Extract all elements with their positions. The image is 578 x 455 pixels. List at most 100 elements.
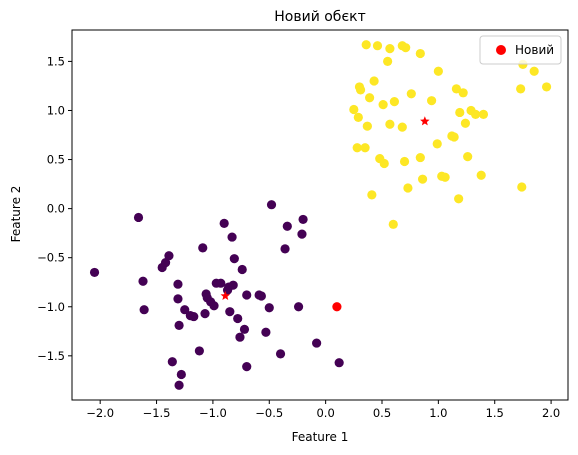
data-point-cluster-1 [415,152,425,163]
centroids-layer [220,116,430,301]
data-point-cluster-0 [194,346,204,356]
data-point-cluster-1 [403,183,413,193]
data-point-cluster-1 [401,43,411,53]
data-point-cluster-0 [209,301,219,311]
chart-title: Новий обєкт [274,9,366,25]
data-point-cluster-0 [198,243,208,253]
data-point-cluster-1 [372,41,383,51]
data-point-cluster-1 [476,170,486,180]
data-point-cluster-0 [164,251,174,261]
data-point-cluster-0 [160,257,171,268]
x-tick-label: 0.0 [316,406,334,420]
data-point-cluster-0 [180,305,190,315]
data-point-cluster-0 [275,349,286,359]
data-point-cluster-0 [225,307,235,317]
data-point-cluster-1 [463,152,473,162]
data-point-cluster-1 [383,56,393,67]
data-point-cluster-1 [460,118,471,128]
data-point-cluster-1 [365,93,375,103]
data-point-cluster-0 [264,303,274,313]
data-point-cluster-0 [219,218,229,228]
data-point-cluster-1 [385,44,395,54]
data-point-cluster-0 [173,279,183,289]
data-point-cluster-1 [451,84,461,94]
legend-box [479,35,562,65]
data-point-cluster-0 [189,311,199,322]
centroid-star [220,290,231,301]
plot-area [89,40,552,390]
data-point-cluster-1 [397,122,407,132]
y-tick-label: 1.0 [47,103,65,117]
x-tick-label: −2.0 [86,406,114,420]
data-point-cluster-0 [298,214,308,225]
data-point-cluster-1 [361,40,371,50]
x-tick-label: −0.5 [255,406,283,420]
y-tick-label: 1.5 [47,54,65,68]
y-axis-label: Feature 2 [9,186,23,243]
y-tick-label: −1.5 [37,349,65,363]
data-point-cluster-1 [427,96,437,106]
data-point-cluster-0 [139,305,149,315]
data-point-cluster-0 [229,254,239,264]
y-tick-label: −0.5 [37,251,65,265]
data-point-cluster-1 [362,121,372,131]
data-point-cluster-1 [454,194,464,204]
data-point-cluster-1 [355,85,366,95]
data-point-cluster-0 [282,221,292,231]
data-point-cluster-0 [256,291,266,301]
data-point-cluster-1 [455,107,465,118]
data-point-cluster-0 [242,362,252,372]
data-point-cluster-0 [237,264,247,275]
data-point-cluster-0 [227,232,237,242]
data-point-cluster-1 [406,89,416,99]
data-point-cluster-1 [399,156,410,167]
data-point-cluster-0 [174,380,184,390]
legend-label-new: Новий [515,43,554,57]
data-point-cluster-1 [478,109,489,120]
data-point-cluster-0 [334,358,344,368]
data-point-cluster-0 [235,332,245,342]
data-point-cluster-0 [312,338,322,348]
data-point-cluster-0 [133,212,144,223]
data-point-cluster-0 [138,276,148,286]
legend: Новий [479,35,562,65]
data-point-cluster-1 [433,66,443,76]
y-tick-label: 0.0 [47,202,65,216]
data-point-cluster-0 [239,324,250,334]
data-point-cluster-1 [388,219,398,229]
data-point-cluster-1 [385,119,395,129]
data-point-cluster-1 [360,143,370,153]
data-point-cluster-0 [167,357,177,367]
data-point-cluster-0 [280,244,290,254]
data-point-cluster-1 [415,48,425,59]
x-tick-label: 0.5 [373,406,391,420]
data-point-cluster-0 [216,278,226,288]
data-point-cluster-0 [176,369,186,380]
centroid-star [420,116,430,126]
points-layer [89,40,552,390]
data-point-cluster-0 [200,309,210,319]
legend-marker-new [496,45,506,55]
y-tick-label: −1.0 [37,300,65,314]
data-point-cluster-1 [379,158,389,169]
x-tick-label: 1.0 [429,406,447,420]
data-point-cluster-0 [261,327,271,337]
data-point-cluster-0 [89,267,100,278]
data-point-cluster-0 [174,320,184,331]
data-point-cluster-0 [173,294,183,304]
data-point-cluster-1 [449,132,459,142]
data-point-cluster-1 [517,182,527,192]
data-point-cluster-0 [266,200,277,210]
new-point-marker [332,302,342,312]
data-point-cluster-1 [440,172,450,182]
data-point-cluster-1 [458,88,468,98]
data-point-cluster-1 [529,66,539,76]
data-point-cluster-0 [228,280,238,290]
data-point-cluster-1 [352,143,362,153]
data-point-cluster-1 [541,82,552,92]
data-point-cluster-1 [378,99,388,110]
x-axis-label: Feature 1 [292,430,349,444]
x-tick-label: −1.0 [199,406,227,420]
data-point-cluster-1 [470,109,481,120]
